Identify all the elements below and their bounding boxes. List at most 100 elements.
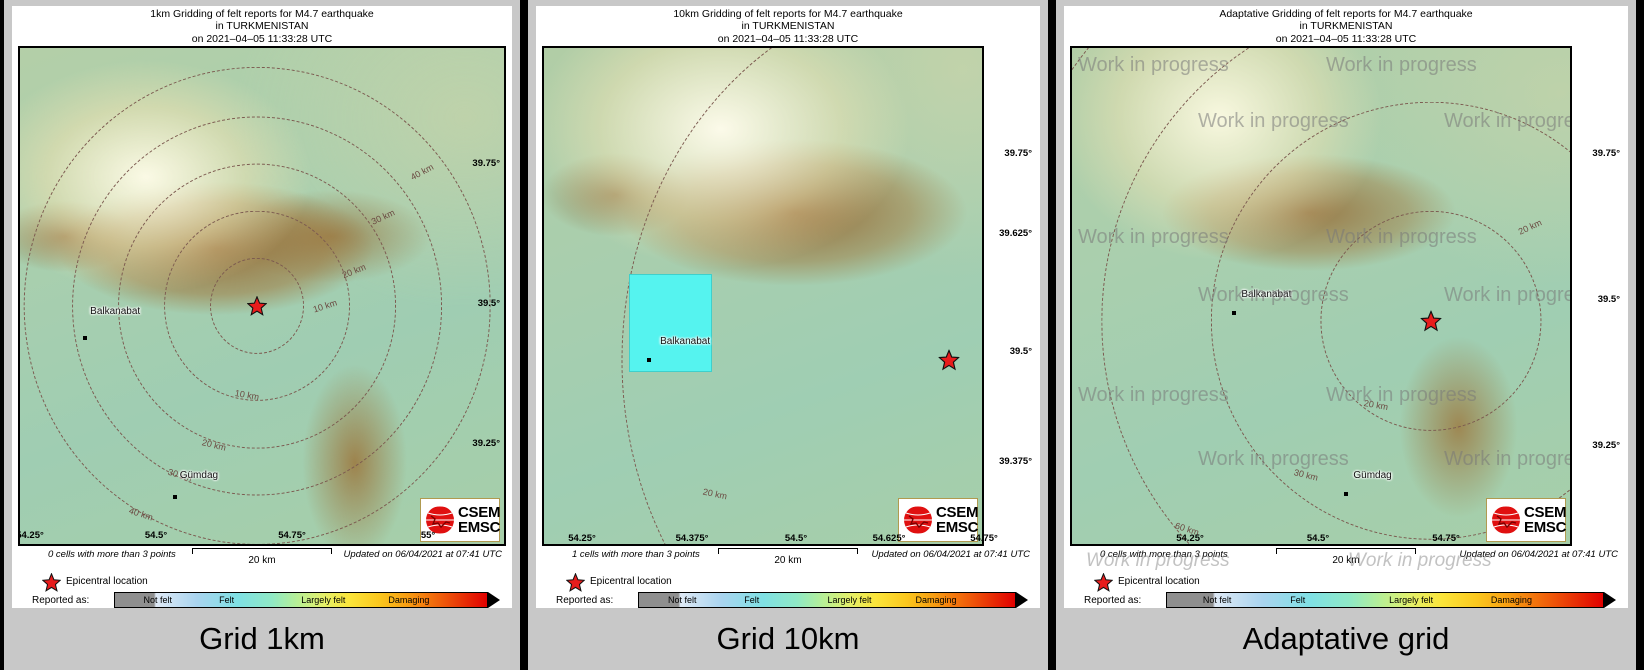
map-frame[interactable]: 20 km 20 km 30 km 60 km Balkanabat Gümda… — [1070, 46, 1572, 546]
emsc-logo: CSEM EMSC — [898, 498, 978, 542]
city-dot-balkanabat — [1231, 311, 1236, 316]
epicentral-location-label: Epicentral location — [590, 576, 672, 587]
panel-card: 10km Gridding of felt reports for M4.7 e… — [536, 6, 1040, 610]
emsc-logo-line1: CSEM — [458, 504, 501, 521]
intensity-colorbar[interactable]: Not felt Felt Largely felt Damaging — [638, 592, 1028, 608]
intensity-colorbar-labels: Not felt Felt Largely felt Damaging — [639, 593, 1015, 607]
lat-label-1: 39.625° — [999, 228, 1032, 239]
city-label-gumdag: Gümdag — [179, 469, 219, 481]
epicenter-star-icon — [1420, 310, 1442, 332]
title-line-3: on 2021–04–05 11:33:28 UTC — [191, 32, 333, 45]
city-dot-balkanabat — [647, 358, 652, 363]
map-frame[interactable]: 20 km Balkanabat — [542, 46, 984, 546]
intensity-colorbar-arrow-icon — [488, 592, 500, 608]
intensity-colorbar-arrow-icon — [1604, 592, 1616, 608]
terrain-relief — [544, 48, 982, 544]
lat-label-0: 39.75° — [1592, 148, 1620, 159]
intensity-colorbar-labels: Not felt Felt Largely felt Damaging — [1167, 593, 1603, 607]
reported-as-label: Reported as: — [1084, 595, 1142, 606]
emsc-logo-line2: EMSC — [936, 519, 979, 536]
lon-label-1: 54.375° — [675, 533, 709, 544]
map-canvas[interactable]: 20 km 20 km 30 km 60 km Balkanabat Gümda… — [1072, 48, 1570, 544]
panel-caption: Grid 10km — [528, 608, 1048, 670]
lat-label-2: 39.25° — [472, 438, 500, 449]
scale-bar-label: 20 km — [248, 555, 276, 566]
city-label-balkanabat: Balkanabat — [660, 335, 711, 347]
lat-label-1: 39.5° — [1597, 294, 1620, 305]
emsc-logo-line2: EMSC — [1524, 519, 1567, 536]
emsc-logo-line2: EMSC — [458, 519, 501, 536]
footer-row-info: 1 cells with more than 3 points 20 km Up… — [542, 548, 1034, 574]
title-line-1: 10km Gridding of felt reports for M4.7 e… — [673, 8, 903, 20]
intensity-label-largely-felt: Largely felt — [301, 595, 346, 605]
panel-card: 1km Gridding of felt reports for M4.7 ea… — [12, 6, 512, 610]
panel-grid-1km: 1km Gridding of felt reports for M4.7 ea… — [0, 0, 524, 670]
map-frame[interactable]: 40 km 30 km 20 km 10 km 10 km 20 km 30 k… — [18, 46, 506, 546]
lat-label-2: 39.5° — [1009, 346, 1032, 357]
intensity-label-damaging: Damaging — [1490, 595, 1532, 605]
intensity-label-felt: Felt — [1290, 595, 1306, 605]
intensity-label-largely-felt: Largely felt — [1389, 595, 1434, 605]
emsc-globe-icon — [1487, 504, 1525, 536]
intensity-colorbar-gradient: Not felt Felt Largely felt Damaging — [1166, 592, 1604, 608]
title-line-1: Adaptative Gridding of felt reports for … — [1219, 8, 1473, 20]
reported-as-label: Reported as: — [32, 595, 90, 606]
lat-label-0: 39.75° — [1004, 148, 1032, 159]
intensity-colorbar-gradient: Not felt Felt Largely felt Damaging — [638, 592, 1016, 608]
epicentral-location-label: Epicentral location — [66, 576, 148, 587]
lon-label-0: 54.25° — [1176, 533, 1204, 544]
emsc-globe-icon — [899, 504, 937, 536]
emsc-logo: CSEM EMSC — [1486, 498, 1566, 542]
intensity-colorbar[interactable]: Not felt Felt Largely felt Damaging — [1166, 592, 1616, 608]
panel-card: Adaptative Gridding of felt reports for … — [1064, 6, 1628, 610]
lat-label-1: 39.5° — [477, 298, 500, 309]
intensity-colorbar-gradient: Not felt Felt Largely felt Damaging — [114, 592, 488, 608]
lon-label-4: 54.75° — [970, 533, 998, 544]
emsc-logo: CSEM EMSC — [420, 498, 500, 542]
lon-label-1: 54.5° — [144, 530, 168, 541]
city-dot-gumdag — [172, 494, 177, 499]
title-line-1: 1km Gridding of felt reports for M4.7 ea… — [150, 8, 374, 20]
intensity-colorbar[interactable]: Not felt Felt Largely felt Damaging — [114, 592, 500, 608]
footer-row-scale: Reported as: Not felt Felt Largely felt … — [542, 592, 1034, 610]
panel-title: 10km Gridding of felt reports for M4.7 e… — [536, 8, 1040, 45]
emsc-logo-line1: CSEM — [936, 504, 979, 521]
intensity-label-damaging: Damaging — [915, 595, 957, 605]
lon-label-2: 54.5° — [784, 533, 808, 544]
intensity-label-damaging: Damaging — [388, 595, 430, 605]
legend-star-icon — [41, 572, 62, 597]
footer-row-epicenter: Epicentral location — [18, 572, 506, 592]
panel-title: Adaptative Gridding of felt reports for … — [1064, 8, 1628, 45]
epicenter-star-icon — [247, 295, 268, 316]
intensity-label-felt: Felt — [744, 595, 760, 605]
map-canvas[interactable]: 20 km Balkanabat — [544, 48, 982, 544]
footer-row-epicenter: Epicentral location — [1070, 572, 1622, 592]
panel-grid-10km: 10km Gridding of felt reports for M4.7 e… — [524, 0, 1052, 670]
updated-note: Updated on 06/04/2021 at 07:41 UTC — [343, 549, 502, 560]
scale-bar-label: 20 km — [1332, 555, 1360, 566]
city-label-balkanabat: Balkanabat — [90, 305, 141, 317]
panel-caption: Adaptative grid — [1056, 608, 1636, 670]
map-canvas[interactable]: 40 km 30 km 20 km 10 km 10 km 20 km 30 k… — [20, 48, 504, 544]
grid-cell-highlight[interactable] — [629, 273, 713, 373]
panel-footer: 1 cells with more than 3 points 20 km Up… — [542, 548, 1034, 612]
intensity-label-largely-felt: Largely felt — [827, 595, 872, 605]
scale-bar-line — [192, 548, 332, 554]
emsc-globe-icon — [421, 504, 459, 536]
scale-bar: 20 km — [718, 548, 858, 566]
scale-bar-line — [1276, 548, 1416, 554]
lon-label-2: 54.75° — [1432, 533, 1460, 544]
scale-bar: 20 km — [192, 548, 332, 566]
reported-as-label: Reported as: — [556, 595, 614, 606]
footer-row-epicenter: Epicentral location — [542, 572, 1034, 592]
intensity-colorbar-labels: Not felt Felt Largely felt Damaging — [115, 593, 487, 607]
title-line-3: on 2021–04–05 11:33:28 UTC — [717, 32, 859, 45]
intensity-label-not-felt: Not felt — [143, 595, 173, 605]
lon-label-2: 54.75° — [278, 530, 306, 541]
lat-label-2: 39.25° — [1592, 440, 1620, 451]
footer-row-scale: Reported as: Not felt Felt Largely felt … — [18, 592, 506, 610]
terrain-relief — [1072, 48, 1570, 544]
updated-note: Updated on 06/04/2021 at 07:41 UTC — [871, 549, 1030, 560]
footer-row-info: 0 cells with more than 3 points 20 km Up… — [1070, 548, 1622, 574]
